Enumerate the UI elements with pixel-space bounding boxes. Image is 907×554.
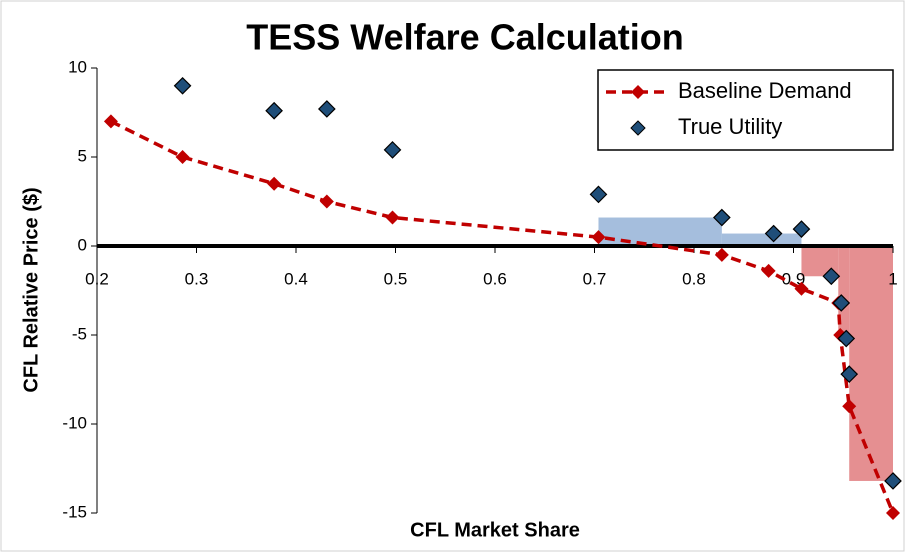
x-tick-label: 0.7	[583, 269, 607, 288]
marker	[794, 281, 809, 296]
marker	[385, 210, 400, 225]
x-tick-label: 0.9	[782, 269, 806, 288]
marker	[173, 76, 192, 95]
marker	[884, 472, 902, 490]
x-tick-label: 0.8	[682, 269, 706, 288]
marker	[383, 141, 402, 159]
welfare-area	[838, 246, 850, 339]
marker	[103, 114, 118, 129]
y-tick-label: -15	[62, 502, 87, 521]
marker	[714, 247, 729, 262]
x-tick-label: 1	[888, 269, 897, 288]
marker	[764, 224, 783, 243]
x-tick-label: 0.5	[384, 269, 408, 288]
legend-label: True Utility	[678, 114, 782, 139]
x-tick-label: 0.3	[185, 269, 209, 288]
y-tick-label: 5	[78, 146, 87, 165]
marker	[713, 208, 731, 227]
marker	[265, 101, 283, 120]
marker	[832, 294, 851, 312]
x-tick-label: 0.2	[85, 269, 109, 288]
x-tick-label: 0.4	[284, 269, 308, 288]
marker	[319, 194, 334, 209]
marker	[822, 267, 841, 286]
x-axis-label: CFL Market Share	[410, 519, 580, 541]
marker	[589, 185, 608, 204]
legend-box	[597, 69, 894, 151]
marker	[837, 329, 856, 348]
legend-marker	[630, 120, 646, 136]
y-tick-label: 10	[68, 57, 87, 76]
legend-marker	[631, 85, 645, 99]
marker	[317, 100, 336, 118]
marker	[840, 365, 859, 384]
welfare-area	[721, 233, 802, 246]
welfare-area	[598, 217, 722, 246]
chart-title: TESS Welfare Calculation	[246, 17, 683, 58]
welfare-area	[849, 246, 893, 481]
y-tick-label: -5	[72, 324, 87, 343]
x-tick-label: 0.6	[483, 269, 507, 288]
marker	[267, 176, 282, 191]
marker	[591, 230, 606, 245]
legend-label: Baseline Demand	[678, 78, 852, 103]
y-axis-label: CFL Relative Price ($)	[20, 187, 42, 392]
marker	[792, 220, 811, 238]
marker	[886, 506, 900, 520]
y-tick-label: 0	[78, 235, 87, 254]
y-tick-label: -10	[62, 413, 87, 432]
marker	[175, 150, 190, 164]
marker	[842, 399, 857, 414]
marker	[761, 263, 776, 278]
